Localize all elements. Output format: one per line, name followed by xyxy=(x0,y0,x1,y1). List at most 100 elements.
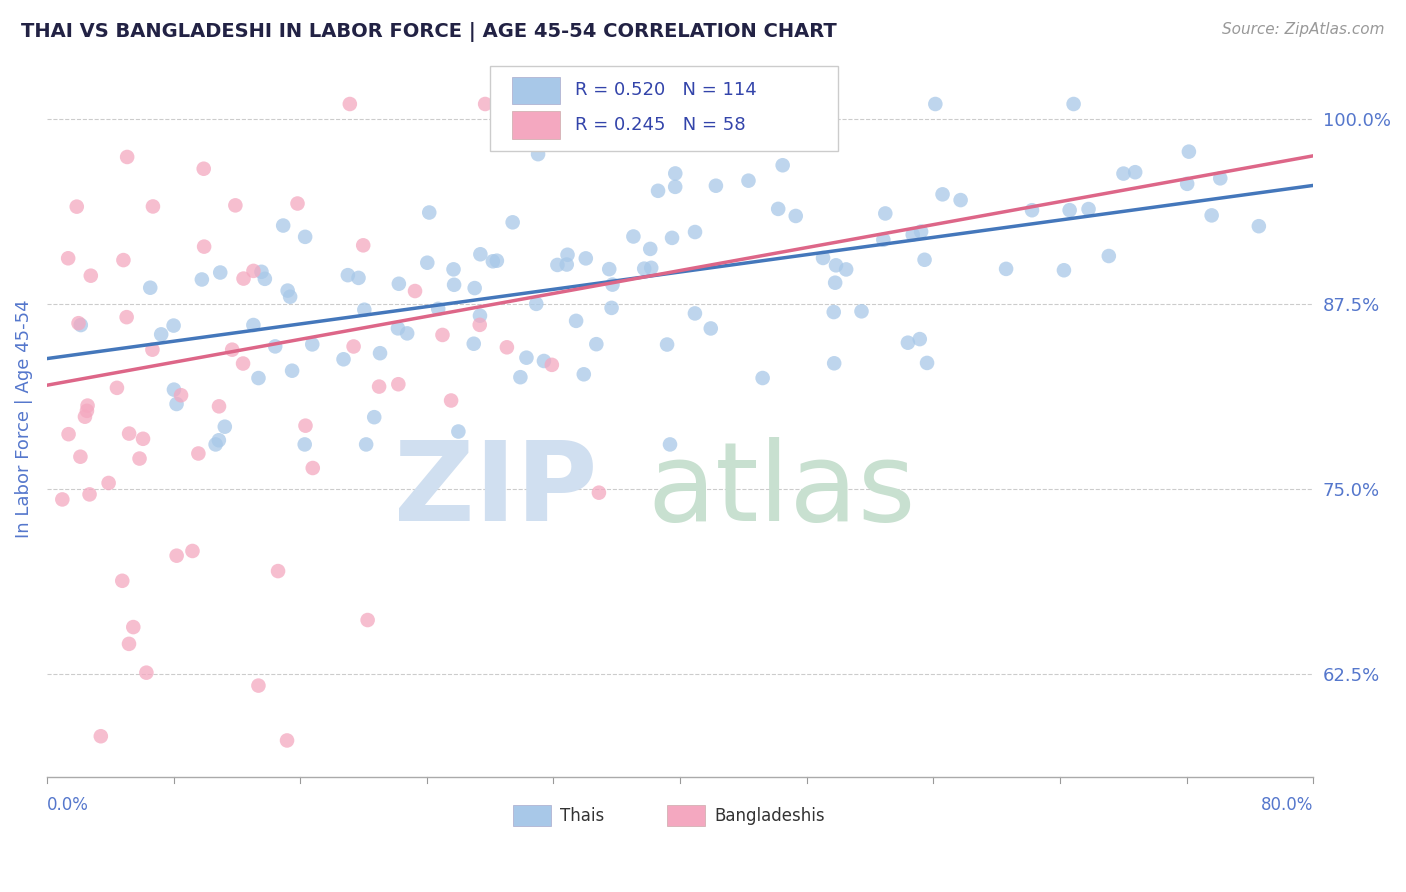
Point xyxy=(253,272,276,286)
Point xyxy=(69,450,91,464)
Point xyxy=(700,321,723,335)
Point xyxy=(633,261,655,276)
Point xyxy=(90,729,112,743)
Point xyxy=(301,461,323,475)
Point xyxy=(502,215,524,229)
Point xyxy=(193,239,215,253)
Point xyxy=(496,340,519,354)
Point xyxy=(150,327,173,342)
Point xyxy=(247,679,270,693)
Point xyxy=(76,399,98,413)
Point xyxy=(51,492,73,507)
Point xyxy=(443,262,465,277)
Point xyxy=(115,310,138,325)
Point xyxy=(823,356,845,370)
Y-axis label: In Labor Force | Age 45-54: In Labor Force | Age 45-54 xyxy=(15,299,32,538)
Point xyxy=(264,339,287,353)
Point xyxy=(443,277,465,292)
Point xyxy=(440,393,463,408)
Point xyxy=(704,178,727,193)
Point xyxy=(278,290,301,304)
Point xyxy=(142,199,165,213)
Point xyxy=(727,103,749,118)
Point xyxy=(232,271,254,285)
Point xyxy=(242,264,264,278)
Point xyxy=(56,252,79,266)
Point xyxy=(271,219,294,233)
Point xyxy=(277,284,299,298)
Point xyxy=(58,427,80,442)
Point xyxy=(602,277,624,292)
Point xyxy=(766,202,789,216)
Point xyxy=(242,318,264,332)
Point xyxy=(105,381,128,395)
Point xyxy=(824,276,846,290)
Point xyxy=(294,437,316,451)
Point xyxy=(387,377,409,392)
Point xyxy=(128,451,150,466)
Point xyxy=(294,418,316,433)
Point xyxy=(1247,219,1270,234)
Point xyxy=(914,252,936,267)
Point xyxy=(770,137,793,152)
Point xyxy=(572,368,595,382)
Point xyxy=(287,196,309,211)
Point xyxy=(664,166,686,180)
Point xyxy=(575,252,598,266)
Point xyxy=(533,354,555,368)
Point xyxy=(339,97,361,112)
Point xyxy=(356,613,378,627)
Point xyxy=(368,346,391,360)
Point xyxy=(427,301,450,316)
Point xyxy=(162,318,184,333)
Text: Thais: Thais xyxy=(560,806,605,824)
Point xyxy=(683,225,706,239)
Point xyxy=(897,335,920,350)
Point xyxy=(872,233,894,247)
Text: THAI VS BANGLADESHI IN LABOR FORCE | AGE 45-54 CORRELATION CHART: THAI VS BANGLADESHI IN LABOR FORCE | AGE… xyxy=(21,22,837,42)
Point xyxy=(208,400,231,414)
Point xyxy=(139,281,162,295)
Point xyxy=(353,302,375,317)
Point xyxy=(468,318,491,332)
Point xyxy=(785,209,807,223)
Point xyxy=(555,258,578,272)
Point xyxy=(915,356,938,370)
Point xyxy=(354,437,377,451)
Point xyxy=(474,97,496,112)
Point xyxy=(118,637,141,651)
Point xyxy=(67,316,90,330)
Point xyxy=(79,487,101,501)
Point xyxy=(209,266,232,280)
Point xyxy=(485,253,508,268)
Point xyxy=(482,254,505,268)
Point xyxy=(910,225,932,239)
Point xyxy=(281,364,304,378)
Point xyxy=(342,339,364,353)
Point xyxy=(1098,249,1121,263)
Point xyxy=(995,261,1018,276)
Point xyxy=(132,432,155,446)
Point xyxy=(247,371,270,385)
Point xyxy=(388,277,411,291)
Point xyxy=(250,265,273,279)
Point xyxy=(1021,203,1043,218)
Point xyxy=(825,258,848,272)
Point xyxy=(404,284,426,298)
Point xyxy=(352,238,374,252)
Text: 0.0%: 0.0% xyxy=(46,796,89,814)
Point xyxy=(470,247,492,261)
Point xyxy=(181,544,204,558)
Point xyxy=(204,437,226,451)
Point xyxy=(585,337,607,351)
Point xyxy=(1201,208,1223,222)
Point xyxy=(76,404,98,418)
Point xyxy=(80,268,103,283)
Point xyxy=(232,357,254,371)
Point xyxy=(135,665,157,680)
Point xyxy=(901,227,924,242)
Point xyxy=(73,409,96,424)
Point xyxy=(1123,165,1146,179)
Point xyxy=(170,388,193,402)
Point xyxy=(112,253,135,268)
